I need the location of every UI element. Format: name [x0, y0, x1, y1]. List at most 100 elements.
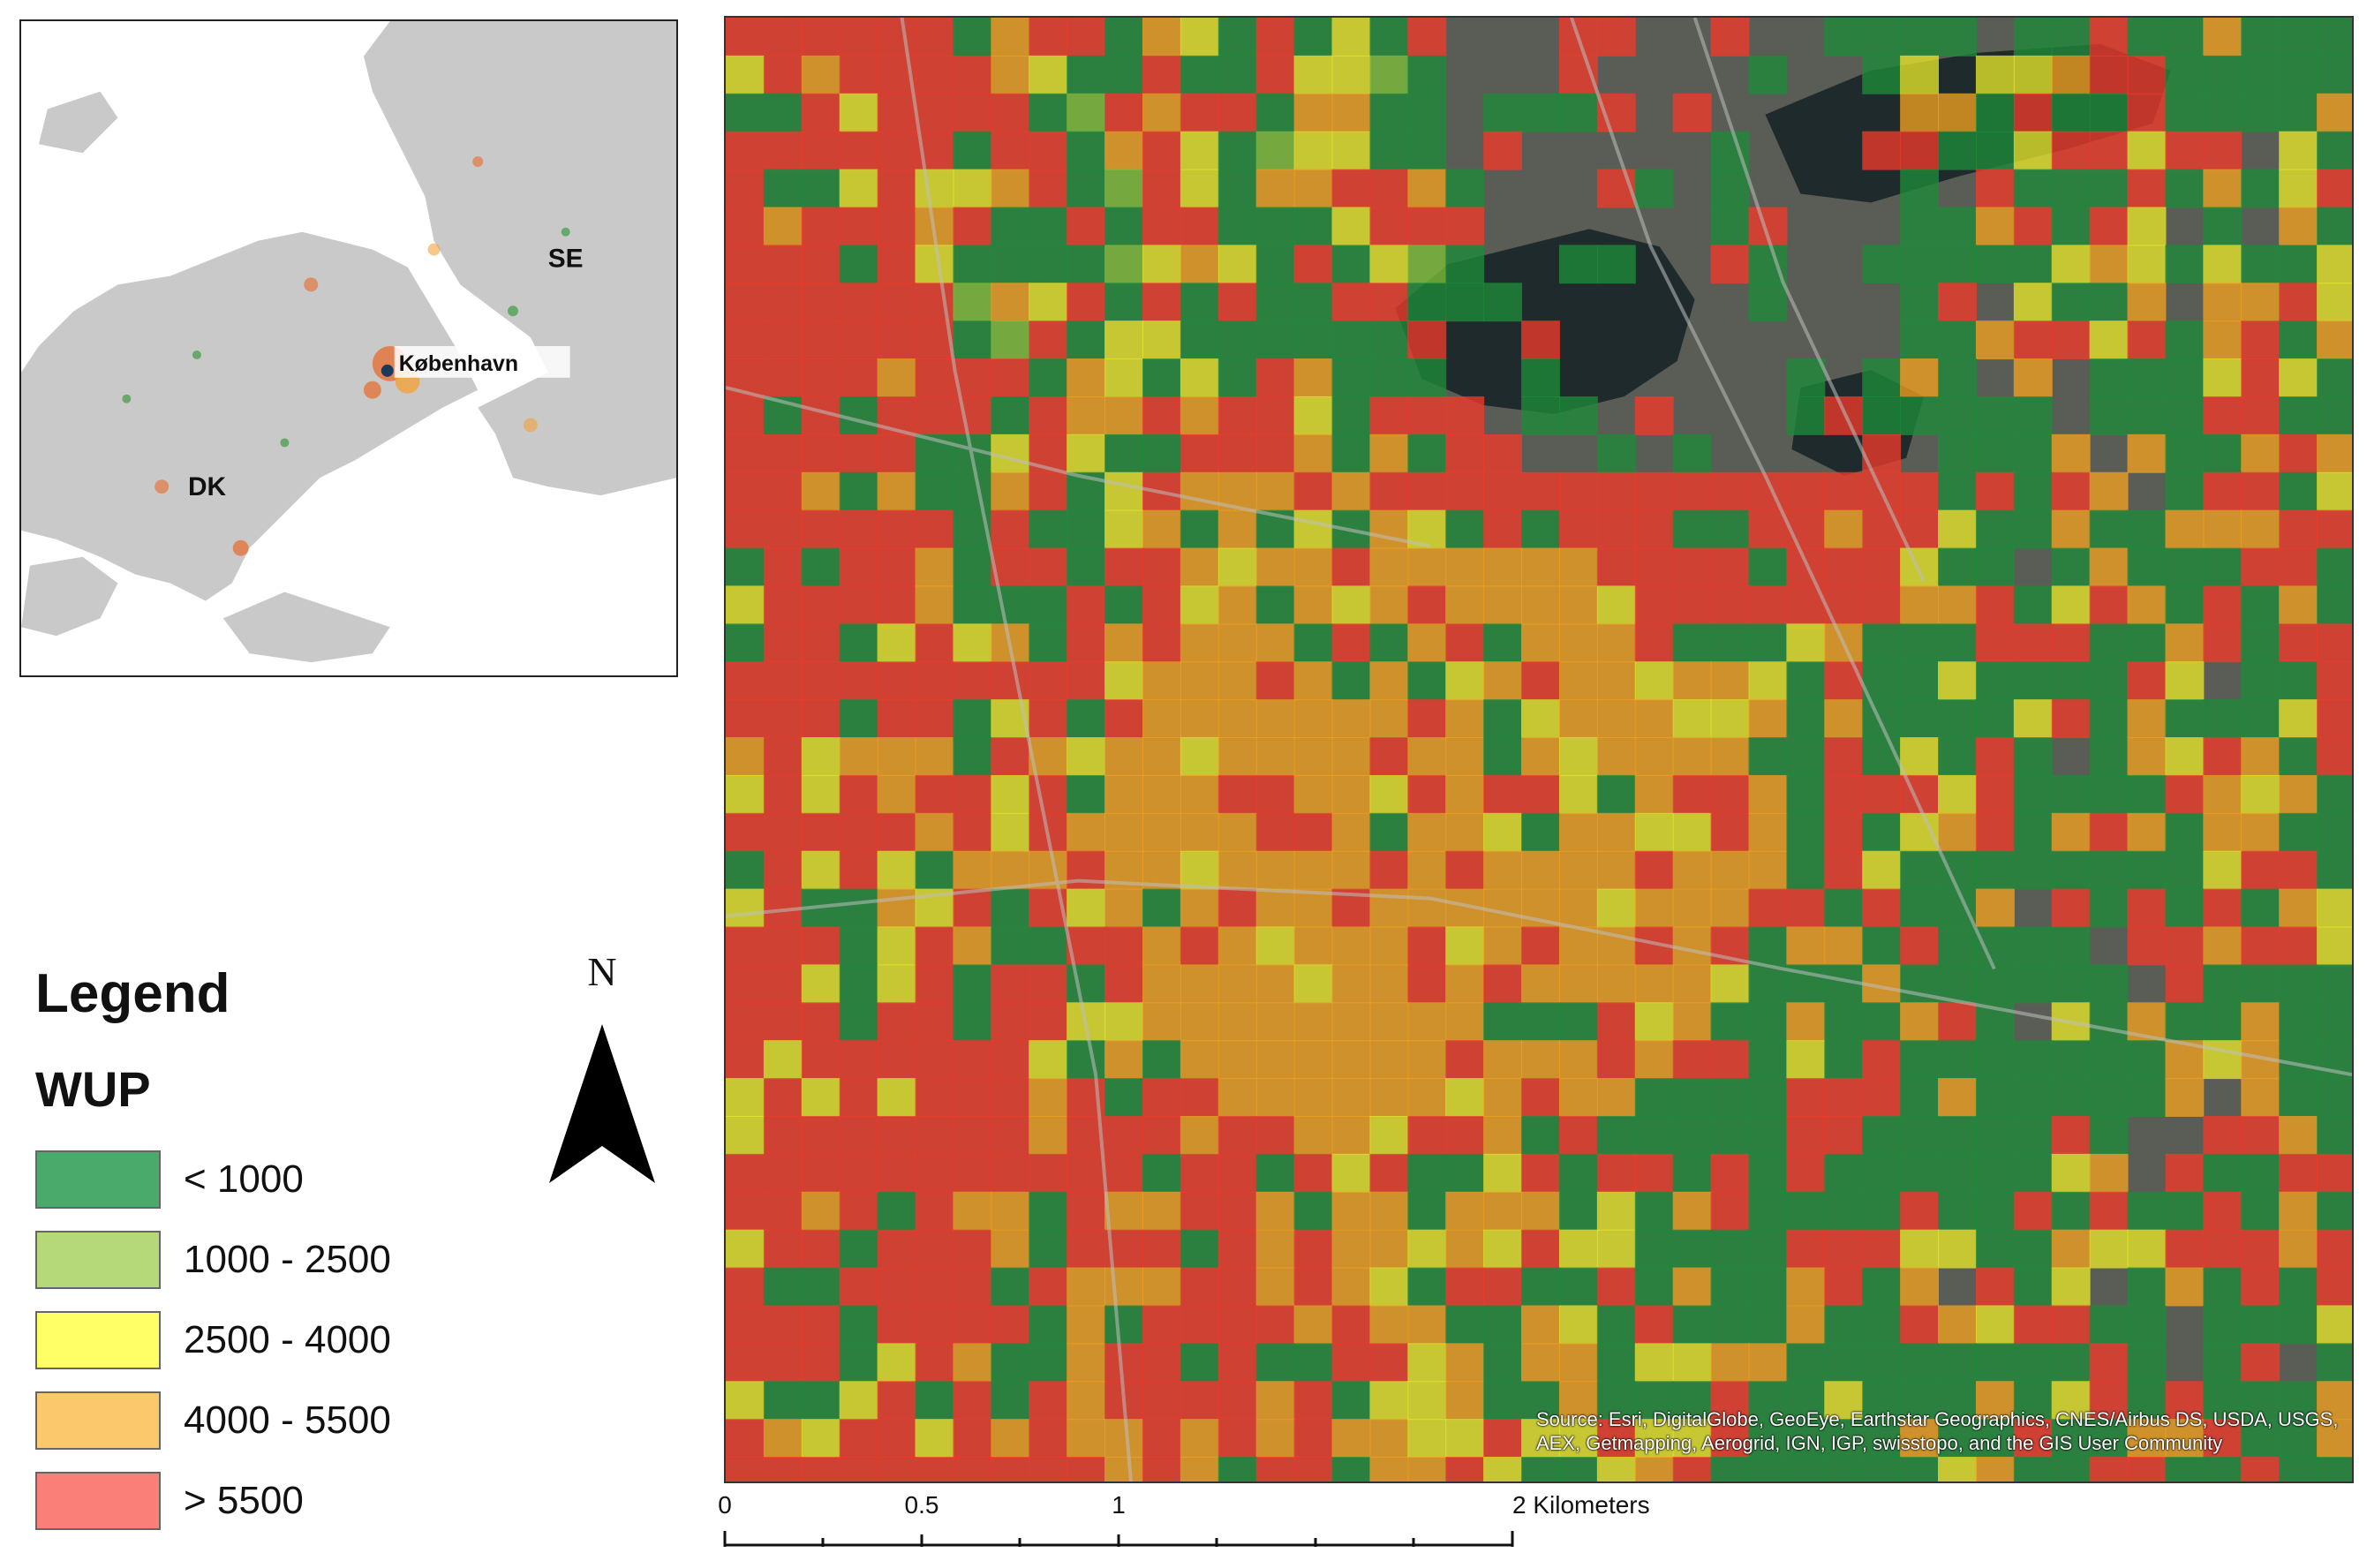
wup-cell — [1142, 18, 1181, 57]
wup-cell — [991, 283, 1030, 322]
wup-cell — [1521, 471, 1560, 511]
wup-cell — [1975, 131, 2015, 170]
wup-cell — [2013, 509, 2053, 549]
wup-cell — [1634, 1229, 1674, 1269]
wup-cell — [2089, 1002, 2129, 1042]
wup-cell — [1483, 433, 1523, 473]
wup-cell — [1521, 547, 1560, 587]
wup-cell — [2203, 1153, 2243, 1193]
wup-cell — [1104, 1153, 1143, 1193]
wup-cell — [877, 661, 916, 701]
wup-cell — [2203, 396, 2243, 435]
wup-cell — [1331, 433, 1371, 473]
wup-cell — [1786, 774, 1826, 814]
wup-cell — [2013, 926, 2053, 966]
wup-cell — [1938, 888, 1977, 928]
wup-cell — [877, 283, 916, 322]
wup-cell — [1104, 1078, 1143, 1117]
wup-cell — [2013, 964, 2053, 1004]
wup-cell — [953, 1040, 992, 1080]
wup-cell — [1634, 396, 1674, 435]
wup-cell — [1710, 737, 1750, 776]
wup-cell — [1900, 850, 1940, 890]
wup-cell — [1862, 1040, 1902, 1080]
wup-cell — [1824, 1381, 1864, 1421]
wup-cell — [1558, 585, 1598, 625]
wup-cell — [1180, 169, 1219, 208]
wup-cell — [1975, 547, 2015, 587]
wup-cell — [2317, 585, 2352, 625]
wup-cell — [1407, 245, 1447, 284]
wup-cell — [2279, 1381, 2318, 1421]
wup-cell — [1104, 207, 1143, 246]
wup-cell — [1445, 1305, 1485, 1345]
wup-cell — [726, 396, 765, 435]
wup-cell — [763, 926, 803, 966]
wup-cell — [2165, 964, 2205, 1004]
wup-cell — [2203, 699, 2243, 739]
wup-cell — [2241, 585, 2280, 625]
legend-swatch — [35, 1391, 161, 1450]
wup-cell — [2127, 1267, 2167, 1307]
wup-cell — [1445, 169, 1485, 208]
wup-cell — [1407, 812, 1447, 852]
wup-cell — [1104, 1115, 1143, 1155]
wup-cell — [1862, 131, 1902, 170]
wup-cell — [1029, 358, 1068, 397]
wup-cell — [1596, 18, 1636, 57]
wup-cell — [1180, 471, 1219, 511]
wup-cell — [1142, 1229, 1181, 1269]
wup-cell — [1483, 1153, 1523, 1193]
wup-cell — [1217, 1040, 1257, 1080]
wup-cell — [726, 1115, 765, 1155]
wup-cell — [1029, 661, 1068, 701]
wup-cell — [1862, 1343, 1902, 1383]
wup-cell — [2013, 623, 2053, 663]
wup-cell — [953, 774, 992, 814]
wup-cell — [839, 1078, 878, 1117]
wup-cell — [2241, 850, 2280, 890]
wup-cell — [2279, 1078, 2318, 1117]
wup-cell — [1862, 1419, 1902, 1459]
wup-cell — [953, 1115, 992, 1155]
wup-cell — [1483, 1002, 1523, 1042]
wup-cell — [1710, 1002, 1750, 1042]
wup-cell — [1748, 1078, 1788, 1117]
wup-cell — [1483, 471, 1523, 511]
wup-cell — [1748, 1153, 1788, 1193]
wup-cell — [2203, 55, 2243, 94]
wup-cell — [1634, 737, 1674, 776]
wup-cell — [2089, 93, 2129, 132]
wup-cell — [1293, 888, 1333, 928]
wup-cell — [801, 55, 841, 94]
island — [38, 91, 118, 154]
wup-cell — [1180, 433, 1219, 473]
wup-cell — [2203, 812, 2243, 852]
wup-cell — [1180, 699, 1219, 739]
wup-cell — [1293, 55, 1333, 94]
wup-cell — [1596, 1267, 1636, 1307]
wup-cell — [877, 1267, 916, 1307]
wup-cell — [1786, 1343, 1826, 1383]
wup-cell — [1634, 1040, 1674, 1080]
wup-cell — [2051, 207, 2091, 246]
wup-cell — [839, 131, 878, 170]
wup-cell — [2089, 1343, 2129, 1383]
wup-cell — [877, 131, 916, 170]
wup-cell — [1331, 1457, 1371, 1481]
wup-cell — [2089, 812, 2129, 852]
wup-cell — [1445, 699, 1485, 739]
wup-cell — [2089, 699, 2129, 739]
wup-cell — [915, 661, 954, 701]
wup-cell — [877, 169, 916, 208]
wup-cell — [1067, 1381, 1106, 1421]
wup-cell — [1331, 585, 1371, 625]
wup-cell — [2203, 1343, 2243, 1383]
wup-cell — [1180, 1191, 1219, 1231]
wup-cell — [1862, 245, 1902, 284]
wup-cell — [1407, 547, 1447, 587]
wup-cell — [2241, 93, 2280, 132]
legend-item-label: 4000 - 5500 — [184, 1398, 391, 1442]
wup-cell — [1824, 1191, 1864, 1231]
wup-cell — [2279, 737, 2318, 776]
